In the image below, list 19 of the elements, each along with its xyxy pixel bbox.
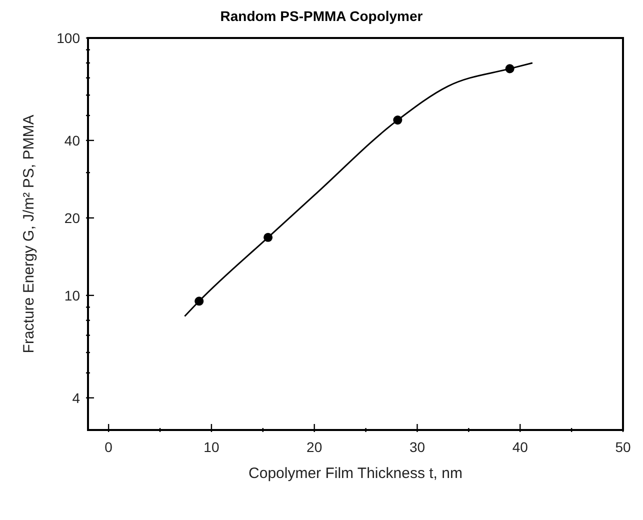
point	[393, 116, 402, 125]
y-tick-label: 100	[56, 30, 80, 46]
point	[264, 232, 273, 242]
x-axis-title: Copolymer Film Thickness t, nm	[248, 465, 462, 482]
x-tick-label: 10	[204, 439, 220, 455]
point	[505, 64, 514, 74]
point	[194, 296, 204, 306]
y-tick-label: 10	[64, 287, 80, 304]
chart-title: Random PS-PMMA Copolymer	[219, 8, 424, 24]
x-tick-label: 30	[409, 439, 426, 455]
x-tick-label: 20	[306, 439, 322, 455]
line-series	[184, 62, 534, 317]
x-tick-label: 40	[512, 439, 528, 455]
y-tick-label: 40	[64, 132, 80, 148]
y-tick-label: 20	[64, 210, 80, 226]
y-tick-label: 4	[72, 390, 80, 406]
y-axis-title: Fracture Energy G, J/m² PS, PMMA	[20, 114, 38, 354]
x-tick-label: 0	[104, 439, 113, 455]
x-tick-label: 50	[615, 439, 631, 455]
